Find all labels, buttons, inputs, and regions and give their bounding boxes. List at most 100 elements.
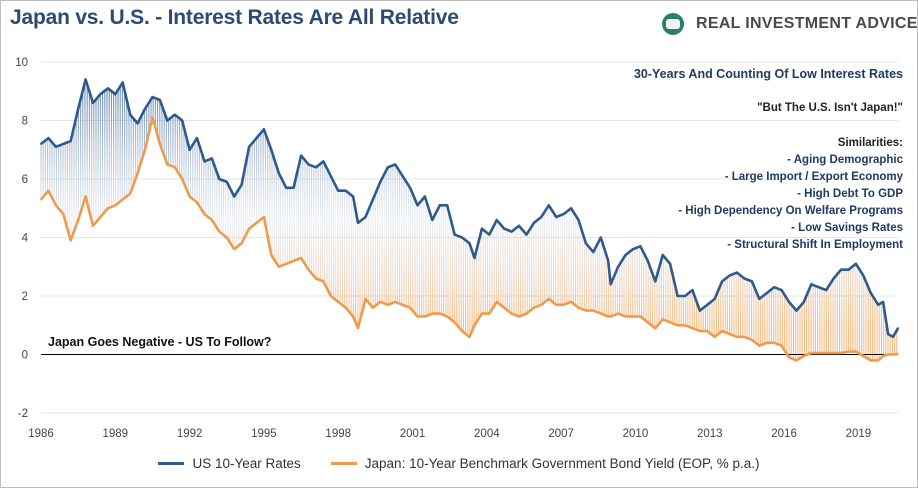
us-data-point: [788, 300, 790, 303]
us-data-point: [357, 221, 359, 224]
us-data-point: [151, 96, 154, 98]
japan-data-point: [503, 306, 506, 309]
us-data-point: [698, 309, 701, 312]
y-tick-label: -2: [18, 408, 28, 420]
logo-text: REAL INVESTMENT ADVICE: [696, 15, 918, 32]
us-data-point: [639, 245, 642, 248]
japan-data-point: [129, 192, 132, 195]
japan-data-point: [887, 353, 889, 356]
grid-lines: [41, 61, 898, 414]
us-data-point: [233, 195, 236, 198]
japan-data-point: [607, 315, 610, 318]
x-tick-label: 2007: [548, 428, 574, 440]
japan-data-point: [646, 321, 649, 324]
us-data-point: [810, 283, 813, 286]
japan-data-point: [106, 207, 109, 210]
annotation-block: 30-Years And Counting Of Low Interest Ra…: [634, 67, 904, 251]
annotation-similarity: - High Dependency On Welfare Programs: [678, 205, 903, 217]
us-data-point: [624, 254, 627, 256]
us-data-point: [315, 166, 317, 169]
japan-data-point: [817, 352, 820, 354]
japan-data-point: [877, 359, 880, 362]
japan-data-point: [40, 198, 42, 201]
us-data-point: [424, 195, 426, 198]
legend-item-japan: Japan: 10-Year Benchmark Government Bond…: [330, 456, 760, 471]
japan-data-point: [54, 204, 57, 207]
chart-title: Japan vs. U.S. - Interest Rates Are All …: [10, 6, 459, 29]
us-data-point: [129, 113, 132, 116]
japan-data-point: [639, 315, 642, 318]
japan-data-point: [525, 312, 528, 315]
us-data-point: [181, 119, 184, 122]
us-data-point: [84, 78, 87, 81]
japan-data-point: [810, 352, 813, 354]
japan-data-point: [357, 327, 359, 330]
japan-data-point: [780, 344, 783, 347]
x-axis-ticks: 1986 1989 1992 1995 1998 2001 2004 2007 2010 2013…: [28, 428, 871, 440]
us-data-point: [438, 204, 441, 207]
us-data-point: [525, 233, 528, 236]
japan-data-point: [788, 356, 790, 359]
japan-data-point: [825, 352, 828, 354]
us-data-point: [352, 195, 354, 198]
us-data-point: [897, 327, 899, 330]
annotation-similarity: - Low Savings Rates: [791, 222, 903, 234]
us-data-point: [277, 172, 280, 175]
japan-data-point: [869, 359, 872, 362]
us-data-point: [480, 227, 483, 230]
series-lines: [40, 78, 900, 362]
us-data-point: [255, 137, 258, 139]
us-data-point: [99, 93, 102, 96]
y-tick-label: 0: [22, 350, 28, 362]
japan-data-point: [292, 260, 295, 262]
brand-logo: REAL INVESTMENT ADVICE: [662, 8, 918, 40]
us-data-point: [540, 216, 543, 218]
japan-data-point: [211, 219, 213, 221]
japan-data-point: [897, 353, 899, 355]
japan-data-point: [322, 280, 325, 283]
japan-data-point: [144, 148, 146, 151]
japan-data-point: [599, 312, 602, 315]
japan-data-point: [609, 315, 612, 318]
japan-data-point: [240, 242, 243, 245]
us-data-point: [661, 254, 664, 256]
us-data-point: [654, 280, 657, 283]
us-data-point: [854, 262, 857, 265]
japan-data-point: [540, 303, 543, 306]
us-data-point: [780, 289, 783, 292]
us-data-point: [337, 189, 340, 192]
us-data-point: [802, 300, 805, 303]
x-tick-label: 1992: [177, 428, 203, 440]
us-data-point: [728, 274, 731, 277]
us-data-point: [721, 280, 724, 283]
japan-data-point: [337, 300, 340, 303]
us-data-point: [832, 277, 835, 280]
y-axis-ticks: -2 0 2 4 6 8 10: [15, 57, 28, 420]
japan-data-point: [69, 239, 72, 242]
x-tick-label: 2010: [623, 428, 649, 440]
us-data-point: [669, 262, 672, 265]
japan-data-point: [632, 315, 634, 318]
annotation-similarity: - Structural Shift In Employment: [727, 239, 903, 251]
x-tick-label: 1986: [28, 428, 54, 440]
us-data-point: [617, 265, 620, 268]
japan-data-point: [577, 306, 580, 309]
us-data-point: [372, 198, 374, 201]
y-tick-label: 6: [22, 174, 28, 186]
us-data-point: [555, 216, 558, 218]
us-data-point: [765, 292, 768, 294]
japan-data-point: [248, 227, 250, 230]
japan-data-point: [416, 315, 419, 318]
us-data-point: [92, 102, 94, 104]
japan-data-point: [181, 178, 184, 180]
us-data-point: [892, 336, 894, 338]
us-data-point: [518, 224, 520, 227]
us-data-point: [547, 204, 550, 207]
japan-data-point: [300, 257, 302, 259]
us-data-point: [869, 292, 872, 294]
japan-data-point: [510, 312, 513, 315]
japan-data-point: [617, 312, 620, 315]
japan-data-point: [394, 300, 397, 303]
japan-data-point: [713, 336, 716, 338]
us-data-point: [632, 248, 634, 251]
